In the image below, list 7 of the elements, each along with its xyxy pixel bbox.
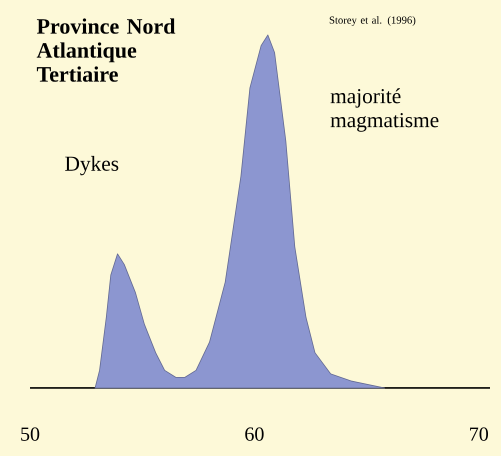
annotation: Dykes <box>65 156 118 176</box>
x-tick-label: 50 <box>21 427 40 441</box>
x-tick-label: 70 <box>470 427 488 441</box>
chart-title: Province Nord Atlantique Tertiaire <box>36 18 176 82</box>
annotation: majorité magmatisme <box>330 88 438 132</box>
x-tick-label: 60 <box>245 427 264 441</box>
text: Storey et al. (1996) <box>330 16 416 26</box>
